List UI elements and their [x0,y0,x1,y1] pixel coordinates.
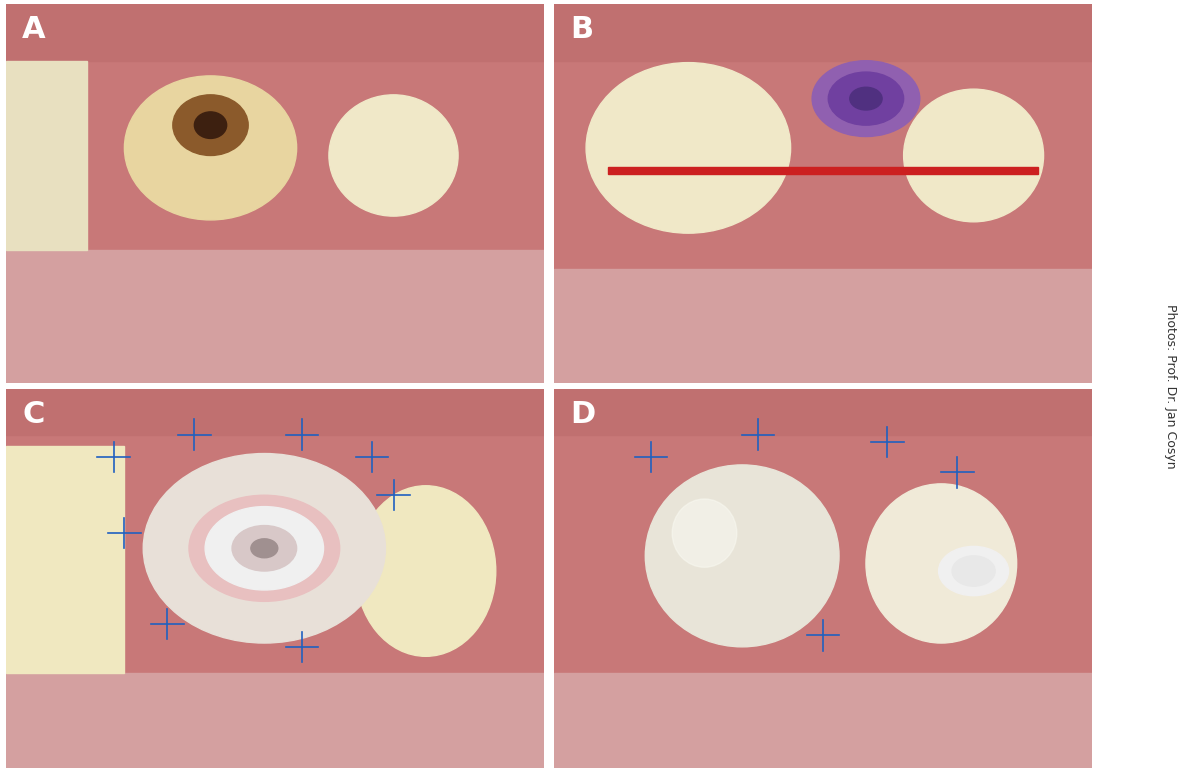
Ellipse shape [904,89,1044,222]
Ellipse shape [356,486,496,656]
Polygon shape [6,389,545,435]
Circle shape [952,556,995,586]
Polygon shape [554,269,1092,383]
Polygon shape [6,250,545,383]
Polygon shape [6,446,125,673]
Polygon shape [554,4,1092,61]
Circle shape [232,526,296,571]
Circle shape [205,506,324,590]
Circle shape [938,547,1008,596]
Circle shape [812,61,919,137]
Ellipse shape [143,453,385,643]
Text: Photos: Prof. Dr. Jan Cosyn: Photos: Prof. Dr. Jan Cosyn [1164,303,1176,469]
Text: D: D [570,401,595,429]
Ellipse shape [194,112,227,138]
Circle shape [188,495,340,601]
Circle shape [251,539,277,557]
Ellipse shape [125,76,296,220]
Text: C: C [22,401,44,429]
Polygon shape [554,673,1092,768]
Polygon shape [6,673,545,768]
Text: A: A [22,15,46,44]
Circle shape [850,87,882,110]
Polygon shape [6,4,545,61]
Ellipse shape [586,63,791,233]
Polygon shape [607,167,1038,174]
Ellipse shape [646,465,839,647]
Ellipse shape [173,95,248,155]
Ellipse shape [329,95,458,216]
Text: B: B [570,15,593,44]
Ellipse shape [866,484,1016,643]
Polygon shape [554,389,1092,435]
Ellipse shape [672,499,737,567]
Circle shape [828,72,904,125]
Polygon shape [6,61,86,250]
